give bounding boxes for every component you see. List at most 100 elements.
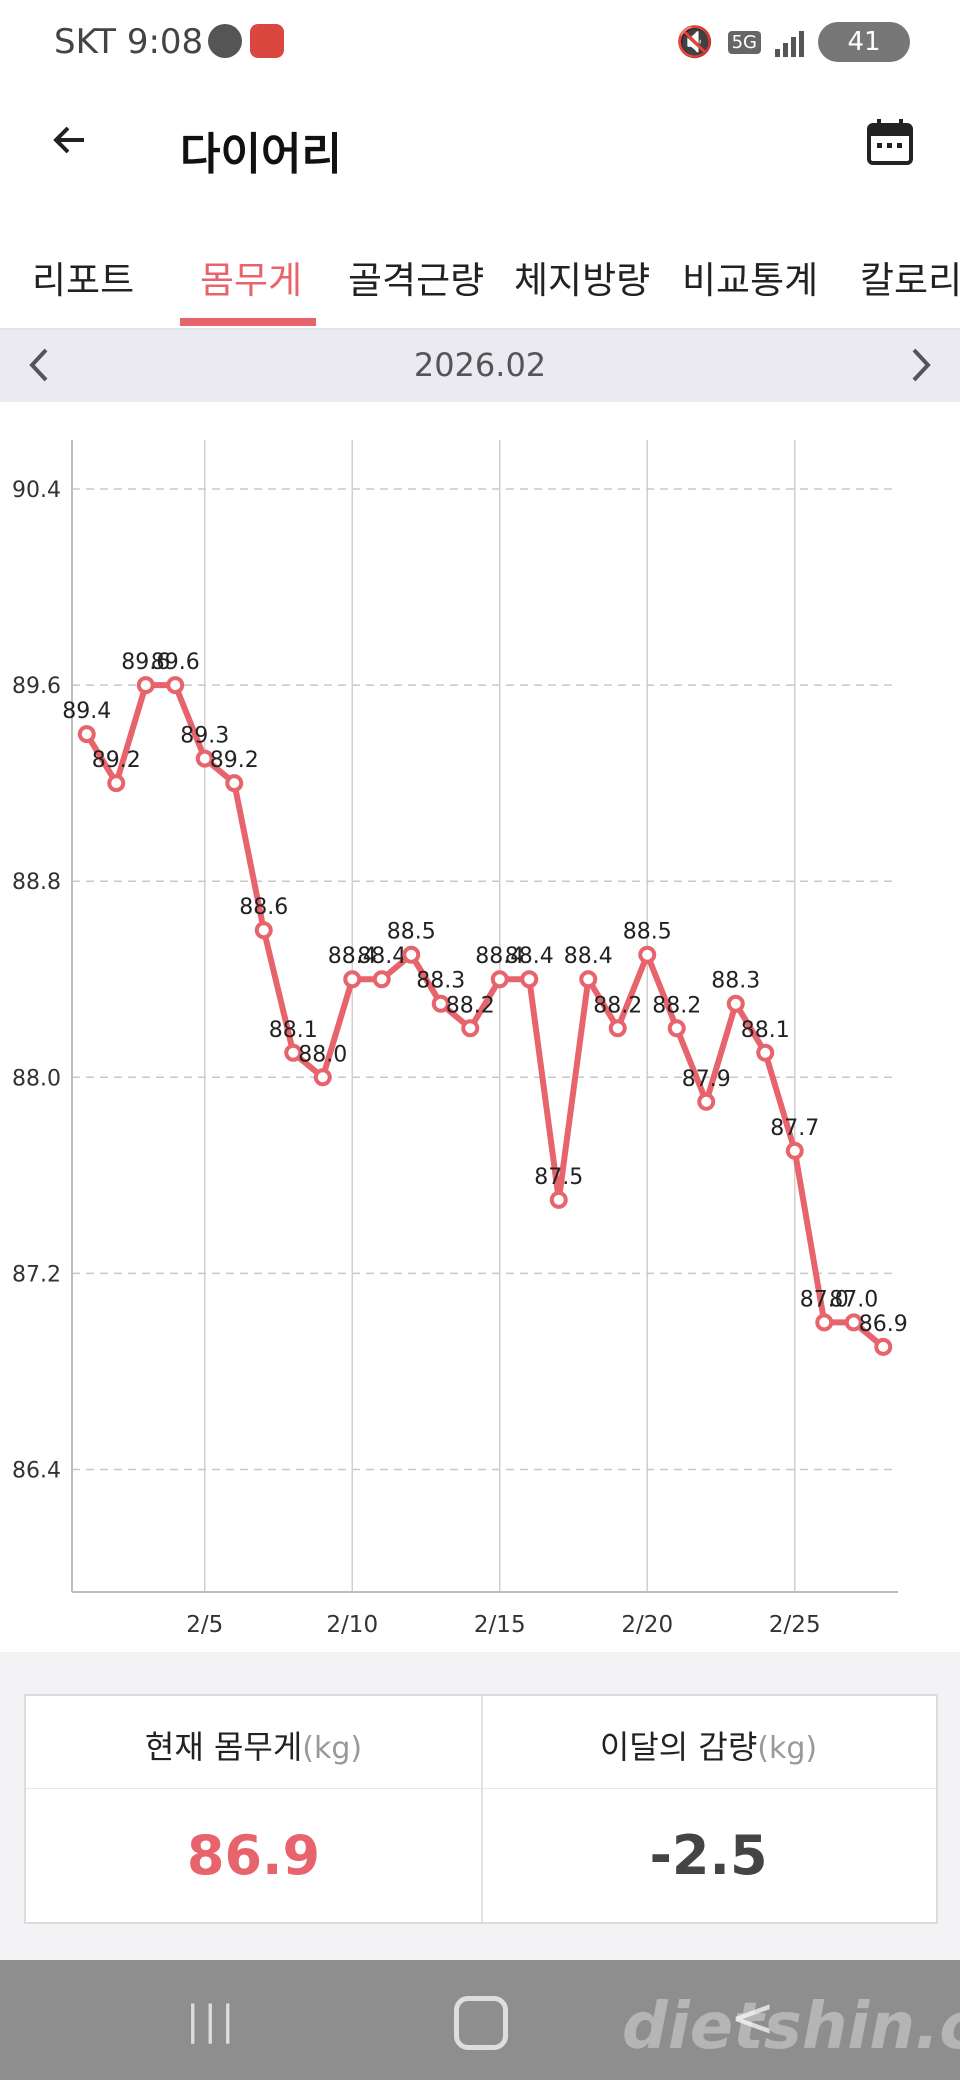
status-app-icons xyxy=(208,24,284,58)
data-point xyxy=(667,1019,686,1038)
data-point xyxy=(225,774,244,793)
tab-skeletal-muscle[interactable]: 골격근량 xyxy=(348,259,485,302)
data-label: 88.2 xyxy=(446,993,495,1018)
data-point xyxy=(785,1141,804,1160)
data-label: 88.4 xyxy=(328,944,377,969)
battery-icon: 41 xyxy=(818,22,910,62)
home-icon[interactable] xyxy=(454,1996,508,2050)
data-label: 88.3 xyxy=(711,969,760,994)
status-time: SKT 9:08 xyxy=(54,22,204,62)
data-point xyxy=(107,774,126,793)
tab-report[interactable]: 리포트 xyxy=(32,259,135,302)
data-label: 88.4 xyxy=(564,944,613,969)
data-point xyxy=(608,1019,627,1038)
y-tick-label: 87.2 xyxy=(12,1262,61,1287)
active-tab-indicator xyxy=(180,318,316,326)
data-point xyxy=(844,1313,863,1332)
data-point xyxy=(874,1337,893,1356)
arrow-left-icon xyxy=(53,126,84,154)
data-label: 88.4 xyxy=(475,944,524,969)
weight-series-line xyxy=(84,682,886,1350)
data-point xyxy=(461,1019,480,1038)
current-weight-unit: (kg) xyxy=(302,1731,363,1766)
data-label: 88.3 xyxy=(416,969,465,994)
tab-compare-stats[interactable]: 비교통계 xyxy=(682,259,819,302)
data-point xyxy=(166,676,185,695)
data-point xyxy=(343,970,362,989)
x-tick-label: 2/15 xyxy=(474,1612,526,1638)
data-label: 87.5 xyxy=(534,1165,583,1190)
data-label: 88.2 xyxy=(652,993,701,1018)
calendar-button[interactable] xyxy=(864,116,916,168)
data-label: 89.6 xyxy=(121,650,170,675)
bird-app-icon xyxy=(208,24,242,58)
signal-icon xyxy=(775,27,804,57)
summary-divider xyxy=(481,1696,483,1922)
app-header: 다이어리 xyxy=(0,90,960,200)
recent-apps-icon[interactable]: ||| xyxy=(186,1998,239,2044)
prev-month-button[interactable] xyxy=(24,340,54,400)
data-point xyxy=(726,994,745,1013)
watermark: dietshin.com xyxy=(622,1990,960,2064)
data-label: 88.2 xyxy=(593,993,642,1018)
status-bar: SKT 9:08 🔇 5G 41 xyxy=(0,0,960,90)
data-point xyxy=(402,945,421,964)
tab-calories[interactable]: 칼로리 xyxy=(860,259,960,302)
back-button[interactable] xyxy=(40,110,100,170)
data-point xyxy=(756,1043,775,1062)
monthly-change-unit: (kg) xyxy=(757,1731,818,1766)
data-point xyxy=(313,1068,332,1087)
data-label: 89.3 xyxy=(180,724,229,749)
system-nav-bar: ||| < dietshin.com xyxy=(0,1960,960,2080)
data-point xyxy=(697,1092,716,1111)
x-tick-label: 2/10 xyxy=(326,1612,378,1638)
data-point xyxy=(490,970,509,989)
month-label: 2026.02 xyxy=(413,346,547,384)
data-label: 88.1 xyxy=(741,1018,790,1043)
network-badge: 5G xyxy=(727,30,761,54)
data-label: 88.4 xyxy=(505,944,554,969)
monthly-change-label: 이달의 감량(kg) xyxy=(481,1722,936,1768)
data-label: 88.4 xyxy=(357,944,406,969)
data-point xyxy=(431,994,450,1013)
data-point xyxy=(254,921,273,940)
data-label: 89.2 xyxy=(92,748,141,773)
tab-weight[interactable]: 몸무게 xyxy=(200,259,303,302)
data-point xyxy=(284,1043,303,1062)
data-label: 86.9 xyxy=(859,1312,908,1337)
data-label: 88.5 xyxy=(387,920,436,945)
y-tick-label: 88.8 xyxy=(12,870,61,895)
data-point xyxy=(579,970,598,989)
calendar-icon xyxy=(867,119,913,165)
data-label: 87.7 xyxy=(770,1116,819,1141)
y-tick-label: 86.4 xyxy=(12,1458,61,1483)
home-app-icon xyxy=(250,24,284,58)
data-point xyxy=(815,1313,834,1332)
y-tick-label: 90.4 xyxy=(12,478,61,503)
chevron-left-icon xyxy=(29,348,48,382)
next-month-button[interactable] xyxy=(906,340,936,400)
tab-bar: 리포트 몸무게 골격근량 체지방량 비교통계 칼로리 xyxy=(0,230,960,330)
data-point xyxy=(549,1190,568,1209)
monthly-change-title: 이달의 감량 xyxy=(599,1728,758,1766)
data-point xyxy=(77,725,96,744)
month-navigation: 2026.02 xyxy=(0,330,960,402)
data-label: 87.0 xyxy=(800,1287,849,1312)
current-weight-label: 현재 몸무게(kg) xyxy=(26,1722,481,1768)
back-icon[interactable]: < xyxy=(730,1986,776,2049)
data-point xyxy=(136,676,155,695)
tab-body-fat[interactable]: 체지방량 xyxy=(514,259,651,302)
data-label: 89.2 xyxy=(210,748,259,773)
data-label: 87.9 xyxy=(682,1067,731,1092)
weight-chart: 90.4 89.6 88.8 88.0 87.2 86.4 2/5 2/10 2/15 2/20 2… xyxy=(0,402,960,1652)
data-point xyxy=(520,970,539,989)
data-label: 88.0 xyxy=(298,1042,347,1067)
data-point xyxy=(372,970,391,989)
y-tick-label: 89.6 xyxy=(12,674,61,699)
x-tick-label: 2/25 xyxy=(769,1612,821,1638)
current-weight-value: 86.9 xyxy=(186,1824,321,1887)
mute-icon: 🔇 xyxy=(676,24,714,60)
data-point xyxy=(638,945,657,964)
x-tick-label: 2/5 xyxy=(186,1612,223,1638)
data-label: 88.5 xyxy=(623,920,672,945)
